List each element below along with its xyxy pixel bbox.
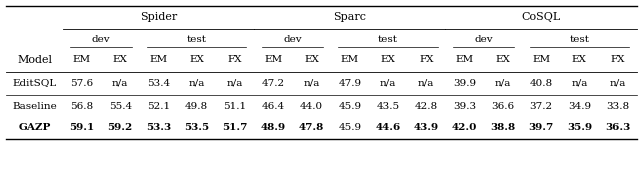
Text: CoSQL: CoSQL [522, 12, 561, 22]
Text: 48.9: 48.9 [260, 123, 286, 132]
Text: Sparc: Sparc [333, 12, 366, 22]
Text: n/a: n/a [380, 79, 396, 88]
Text: 36.3: 36.3 [605, 123, 630, 132]
Text: 52.1: 52.1 [147, 102, 170, 111]
Text: 35.9: 35.9 [567, 123, 592, 132]
Text: 37.2: 37.2 [529, 102, 553, 111]
Text: 53.5: 53.5 [184, 123, 209, 132]
Text: 44.6: 44.6 [376, 123, 401, 132]
Text: 38.8: 38.8 [490, 123, 515, 132]
Text: 45.9: 45.9 [338, 102, 362, 111]
Text: 56.8: 56.8 [70, 102, 93, 111]
Text: n/a: n/a [418, 79, 435, 88]
Text: EM: EM [264, 55, 282, 64]
Text: EM: EM [456, 55, 474, 64]
Text: n/a: n/a [227, 79, 243, 88]
Text: 45.9: 45.9 [338, 123, 362, 132]
Text: EM: EM [73, 55, 91, 64]
Text: EX: EX [304, 55, 319, 64]
Text: 33.8: 33.8 [606, 102, 629, 111]
Text: 47.9: 47.9 [338, 79, 362, 88]
Text: 49.8: 49.8 [185, 102, 208, 111]
Text: n/a: n/a [495, 79, 511, 88]
Text: EM: EM [532, 55, 550, 64]
Text: n/a: n/a [112, 79, 128, 88]
Text: n/a: n/a [303, 79, 319, 88]
Text: 47.8: 47.8 [299, 123, 324, 132]
Text: dev: dev [474, 35, 493, 44]
Text: EM: EM [149, 55, 168, 64]
Text: 40.8: 40.8 [529, 79, 553, 88]
Text: 43.9: 43.9 [413, 123, 439, 132]
Text: FX: FX [228, 55, 242, 64]
Text: 53.3: 53.3 [146, 123, 171, 132]
Text: 36.6: 36.6 [492, 102, 515, 111]
Text: Baseline: Baseline [12, 102, 57, 111]
Text: 39.3: 39.3 [453, 102, 476, 111]
Text: 51.1: 51.1 [223, 102, 246, 111]
Text: EX: EX [189, 55, 204, 64]
Text: 42.8: 42.8 [415, 102, 438, 111]
Text: 55.4: 55.4 [109, 102, 132, 111]
Text: 39.9: 39.9 [453, 79, 476, 88]
Text: test: test [187, 35, 207, 44]
Text: n/a: n/a [609, 79, 626, 88]
Text: EditSQL: EditSQL [12, 79, 57, 88]
Text: 46.4: 46.4 [262, 102, 285, 111]
Text: GAZP: GAZP [19, 123, 51, 132]
Text: EX: EX [495, 55, 510, 64]
Text: FX: FX [611, 55, 625, 64]
Text: 39.7: 39.7 [529, 123, 554, 132]
Text: test: test [570, 35, 589, 44]
Text: 51.7: 51.7 [222, 123, 248, 132]
Text: 59.1: 59.1 [69, 123, 95, 132]
Text: 57.6: 57.6 [70, 79, 93, 88]
Text: EX: EX [113, 55, 127, 64]
Text: 44.0: 44.0 [300, 102, 323, 111]
Text: dev: dev [283, 35, 301, 44]
Text: 47.2: 47.2 [262, 79, 285, 88]
Text: test: test [378, 35, 398, 44]
Text: EX: EX [572, 55, 587, 64]
Text: n/a: n/a [189, 79, 205, 88]
Text: EX: EX [381, 55, 396, 64]
Text: 34.9: 34.9 [568, 102, 591, 111]
Text: 53.4: 53.4 [147, 79, 170, 88]
Text: FX: FX [419, 55, 433, 64]
Text: EM: EM [340, 55, 359, 64]
Text: Model: Model [17, 55, 52, 65]
Text: n/a: n/a [572, 79, 588, 88]
Text: dev: dev [92, 35, 110, 44]
Text: 43.5: 43.5 [376, 102, 399, 111]
Text: 42.0: 42.0 [452, 123, 477, 132]
Text: 59.2: 59.2 [108, 123, 132, 132]
Text: Spider: Spider [140, 12, 177, 22]
